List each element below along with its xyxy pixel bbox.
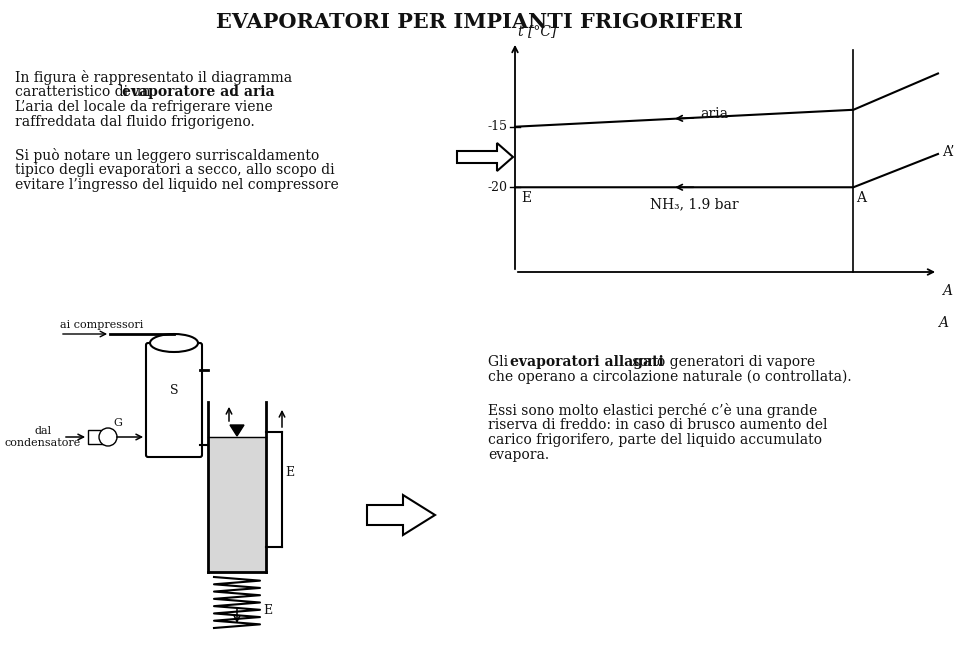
Text: evaporatore ad aria: evaporatore ad aria bbox=[122, 85, 275, 99]
Ellipse shape bbox=[150, 334, 198, 352]
Text: dal
condensatore: dal condensatore bbox=[5, 426, 82, 447]
Text: G: G bbox=[113, 418, 123, 428]
Text: -20: -20 bbox=[488, 181, 508, 194]
Text: A: A bbox=[856, 191, 867, 205]
Text: E: E bbox=[263, 603, 272, 616]
Text: che operano a circolazione naturale (o controllata).: che operano a circolazione naturale (o c… bbox=[488, 370, 852, 384]
Text: carico frigorifero, parte del liquido accumulato: carico frigorifero, parte del liquido ac… bbox=[488, 433, 822, 447]
Text: t [°C]: t [°C] bbox=[518, 24, 557, 38]
Text: evitare l’ingresso del liquido nel compressore: evitare l’ingresso del liquido nel compr… bbox=[15, 178, 339, 192]
FancyBboxPatch shape bbox=[146, 343, 202, 457]
Text: ai compressori: ai compressori bbox=[60, 320, 143, 330]
Text: tipico degli evaporatori a secco, allo scopo di: tipico degli evaporatori a secco, allo s… bbox=[15, 163, 335, 177]
Text: A: A bbox=[942, 284, 952, 298]
Text: Si può notare un leggero surriscaldamento: Si può notare un leggero surriscaldament… bbox=[15, 148, 320, 163]
Text: E: E bbox=[521, 191, 531, 205]
Text: In figura è rappresentato il diagramma: In figura è rappresentato il diagramma bbox=[15, 70, 292, 85]
Text: EVAPORATORI PER IMPIANTI FRIGORIFERI: EVAPORATORI PER IMPIANTI FRIGORIFERI bbox=[217, 12, 743, 32]
Text: E: E bbox=[285, 465, 294, 478]
Text: caratteristico di un: caratteristico di un bbox=[15, 85, 155, 99]
Text: riserva di freddo: in caso di brusco aumento del: riserva di freddo: in caso di brusco aum… bbox=[488, 418, 828, 432]
Polygon shape bbox=[230, 425, 244, 436]
Text: -15: -15 bbox=[488, 120, 508, 133]
Text: aria: aria bbox=[700, 107, 729, 121]
Text: evapora.: evapora. bbox=[488, 448, 549, 462]
Text: NH₃, 1.9 bar: NH₃, 1.9 bar bbox=[650, 197, 738, 211]
FancyBboxPatch shape bbox=[88, 430, 108, 444]
Polygon shape bbox=[457, 143, 513, 171]
Text: A: A bbox=[938, 316, 948, 330]
Text: sono generatori di vapore: sono generatori di vapore bbox=[628, 355, 815, 369]
Text: evaporatori allagati: evaporatori allagati bbox=[510, 355, 663, 369]
Circle shape bbox=[99, 428, 117, 446]
Text: raffreddata dal fluido frigorigeno.: raffreddata dal fluido frigorigeno. bbox=[15, 115, 254, 129]
Text: L’aria del locale da refrigerare viene: L’aria del locale da refrigerare viene bbox=[15, 100, 273, 114]
Polygon shape bbox=[367, 495, 435, 535]
Text: .: . bbox=[232, 85, 236, 99]
Text: A’: A’ bbox=[942, 145, 954, 159]
Text: Gli: Gli bbox=[488, 355, 513, 369]
Text: Essi sono molto elastici perché c’è una grande: Essi sono molto elastici perché c’è una … bbox=[488, 403, 817, 418]
Text: S: S bbox=[170, 383, 179, 397]
